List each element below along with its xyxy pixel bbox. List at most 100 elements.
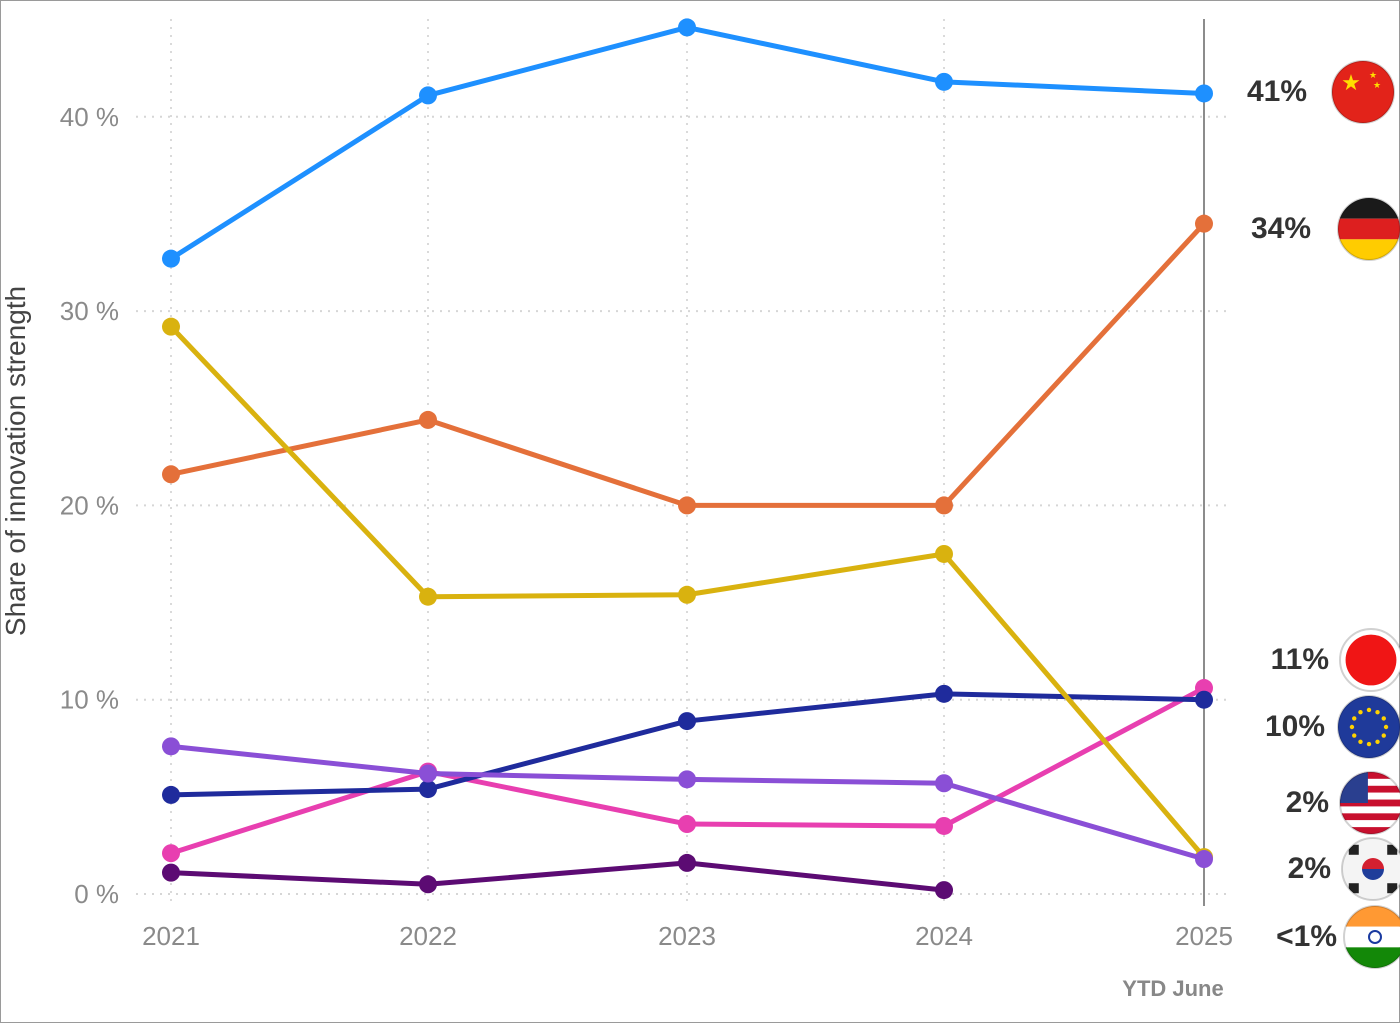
end-label: 11% xyxy=(1271,643,1329,676)
china-flag-icon: ★ ★★ xyxy=(1331,60,1395,124)
series-china xyxy=(162,18,1213,268)
data-point xyxy=(1195,84,1213,103)
trigram xyxy=(1348,844,1359,855)
data-point xyxy=(678,712,696,731)
flag-stripe xyxy=(1340,785,1400,793)
flag-band xyxy=(1344,947,1400,968)
data-point xyxy=(162,863,180,882)
flag-rim xyxy=(1339,628,1400,692)
data-point xyxy=(678,18,696,37)
star-icon: ★ xyxy=(1369,71,1377,81)
y-tick-label: 30 % xyxy=(60,296,119,326)
data-point xyxy=(678,585,696,604)
series-eu xyxy=(162,684,1213,804)
star-icon xyxy=(1381,716,1386,721)
x-tick-label: 2021 xyxy=(142,921,200,951)
end-label: 2% xyxy=(1288,852,1331,885)
x-tick-label: 2025 xyxy=(1175,921,1233,951)
flag-stripe xyxy=(1340,806,1400,814)
series-line xyxy=(170,860,945,893)
data-point xyxy=(935,774,953,793)
star-icon xyxy=(1375,710,1380,715)
flag-rim xyxy=(1339,771,1400,835)
flag-rim xyxy=(1337,695,1400,759)
flag-stripe xyxy=(1340,820,1400,828)
end-label: 34% xyxy=(1251,212,1311,245)
flag-band xyxy=(1338,198,1400,219)
germany-flag-icon xyxy=(1337,197,1400,261)
data-point xyxy=(1195,850,1213,869)
trigram xyxy=(1348,883,1359,894)
x-axis-note: YTD June xyxy=(1122,976,1223,1001)
series-japan xyxy=(162,679,1213,863)
data-point xyxy=(419,410,437,429)
data-point xyxy=(935,72,953,91)
data-point xyxy=(162,844,180,863)
data-point xyxy=(419,764,437,783)
star-icon xyxy=(1358,739,1363,744)
x-tick-label: 2022 xyxy=(399,921,457,951)
usa-flag-icon xyxy=(1339,771,1400,835)
flag-rim xyxy=(1331,60,1395,124)
y-tick-label: 40 % xyxy=(60,102,119,132)
star-icon xyxy=(1375,739,1380,744)
flag-field xyxy=(1332,61,1394,123)
flag-field xyxy=(1338,696,1400,758)
y-axis-label: Share of innovation strength xyxy=(1,286,31,636)
star-icon xyxy=(1349,724,1355,730)
japan-flag-icon xyxy=(1339,628,1400,692)
data-point xyxy=(935,544,953,563)
end-label: 10% xyxy=(1265,710,1325,743)
data-point xyxy=(162,249,180,268)
data-point xyxy=(162,785,180,804)
data-point xyxy=(419,587,437,606)
eu-flag-icon xyxy=(1337,695,1400,759)
flag-body: ★ ★★ xyxy=(1332,61,1394,123)
data-point xyxy=(678,815,696,834)
end-labels: 41% 34% 11% 10% 2% 2% <1% xyxy=(1247,75,1337,953)
trigram xyxy=(1387,844,1398,855)
flag-stripe xyxy=(1340,772,1400,779)
flag-band xyxy=(1338,218,1400,240)
flag-body xyxy=(1340,629,1400,691)
sun-disc xyxy=(1345,634,1397,686)
x-tick-label: 2023 xyxy=(658,921,716,951)
flag-band xyxy=(1344,906,1400,927)
star-icon: ★ xyxy=(1341,71,1361,96)
data-point xyxy=(162,465,180,484)
x-tick-label: 2024 xyxy=(915,921,973,951)
end-label: <1% xyxy=(1276,920,1337,953)
data-point xyxy=(419,875,437,894)
y-tick-label: 10 % xyxy=(60,685,119,715)
data-point xyxy=(678,770,696,789)
chakra xyxy=(1368,930,1382,944)
flag-band xyxy=(1344,926,1400,948)
flag-rim xyxy=(1341,837,1400,901)
star-icon: ★ xyxy=(1373,81,1381,91)
series-india xyxy=(162,853,953,900)
data-point xyxy=(678,853,696,872)
data-point xyxy=(935,496,953,515)
flag-stripe xyxy=(1340,778,1400,786)
taegeuk-bottom xyxy=(1362,869,1384,880)
star-icon xyxy=(1352,716,1357,721)
flag-stripe xyxy=(1340,813,1400,821)
data-point xyxy=(162,737,180,756)
end-label: 41% xyxy=(1247,75,1307,108)
series-lines xyxy=(162,18,1213,900)
taegeuk-top xyxy=(1362,858,1384,869)
star-icon xyxy=(1381,733,1386,738)
flag-body xyxy=(1344,906,1400,968)
data-point xyxy=(419,86,437,105)
data-point xyxy=(935,881,953,900)
series-germany xyxy=(162,214,1213,515)
india-flag-icon xyxy=(1343,905,1400,969)
flag-icons: ★ ★★ xyxy=(1331,60,1400,969)
flag-stripe xyxy=(1340,799,1400,807)
x-axis-ticks: 2021 2022 2023 2024 2025 xyxy=(142,921,1233,951)
data-point xyxy=(162,317,180,336)
data-point xyxy=(419,780,437,799)
series-korea xyxy=(162,737,1213,869)
